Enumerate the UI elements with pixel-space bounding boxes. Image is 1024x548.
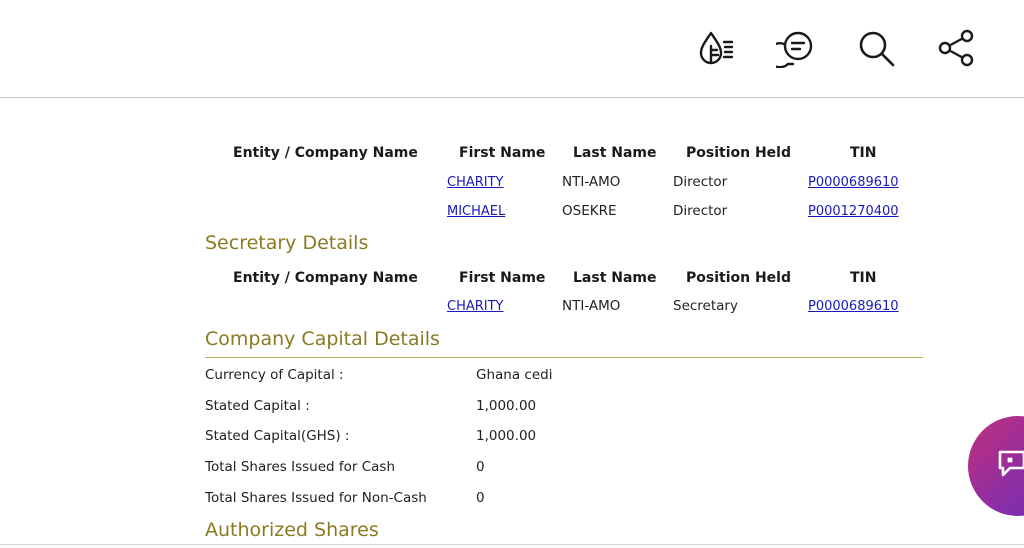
last-name: NTI-AMO — [562, 174, 621, 190]
col-tin-header: TIN — [850, 270, 877, 286]
tin-link[interactable]: P0000689610 — [808, 175, 899, 190]
col-position-header: Position Held — [686, 270, 791, 286]
first-name-link[interactable]: CHARITY — [447, 299, 504, 314]
field-value: 1,000.00 — [476, 398, 537, 414]
capital-details-title: Company Capital Details — [205, 328, 440, 350]
field-label: Total Shares Issued for Non-Cash — [205, 490, 427, 506]
field-value: 0 — [476, 490, 485, 506]
section-divider — [205, 357, 923, 358]
comments-icon[interactable] — [776, 28, 816, 68]
browser-toolbar — [0, 0, 1024, 98]
secretary-details-title: Secretary Details — [205, 232, 369, 254]
last-name: OSEKRE — [562, 203, 617, 219]
reader-mode-icon[interactable] — [696, 28, 736, 68]
first-name-link[interactable]: CHARITY — [447, 175, 504, 190]
first-name-link[interactable]: MICHAEL — [447, 204, 506, 219]
field-value: 0 — [476, 459, 485, 475]
field-label: Stated Capital : — [205, 398, 310, 414]
authorized-shares-title: Authorized Shares — [205, 519, 379, 541]
field-label: Currency of Capital : — [205, 367, 344, 383]
field-label: Stated Capital(GHS) : — [205, 428, 350, 444]
field-value: Ghana cedi — [476, 367, 553, 383]
col-first-name-header: First Name — [459, 270, 546, 286]
col-entity-header: Entity / Company Name — [233, 145, 418, 161]
bottom-divider — [0, 544, 1024, 545]
field-value: 1,000.00 — [476, 428, 537, 444]
tin-link[interactable]: P0000689610 — [808, 299, 899, 314]
col-entity-header: Entity / Company Name — [233, 270, 418, 286]
col-position-header: Position Held — [686, 145, 791, 161]
position: Secretary — [673, 298, 738, 314]
position: Director — [673, 203, 728, 219]
col-tin-header: TIN — [850, 145, 877, 161]
chat-bubble-icon — [998, 450, 1024, 477]
field-label: Total Shares Issued for Cash — [205, 459, 396, 475]
share-icon[interactable] — [936, 28, 976, 68]
col-last-name-header: Last Name — [573, 145, 657, 161]
search-icon[interactable] — [856, 28, 896, 68]
col-first-name-header: First Name — [459, 145, 546, 161]
col-last-name-header: Last Name — [573, 270, 657, 286]
document-content: Entity / Company Name First Name Last Na… — [0, 98, 1024, 548]
tin-link[interactable]: P0001270400 — [808, 204, 899, 219]
position: Director — [673, 174, 728, 190]
last-name: NTI-AMO — [562, 298, 621, 314]
